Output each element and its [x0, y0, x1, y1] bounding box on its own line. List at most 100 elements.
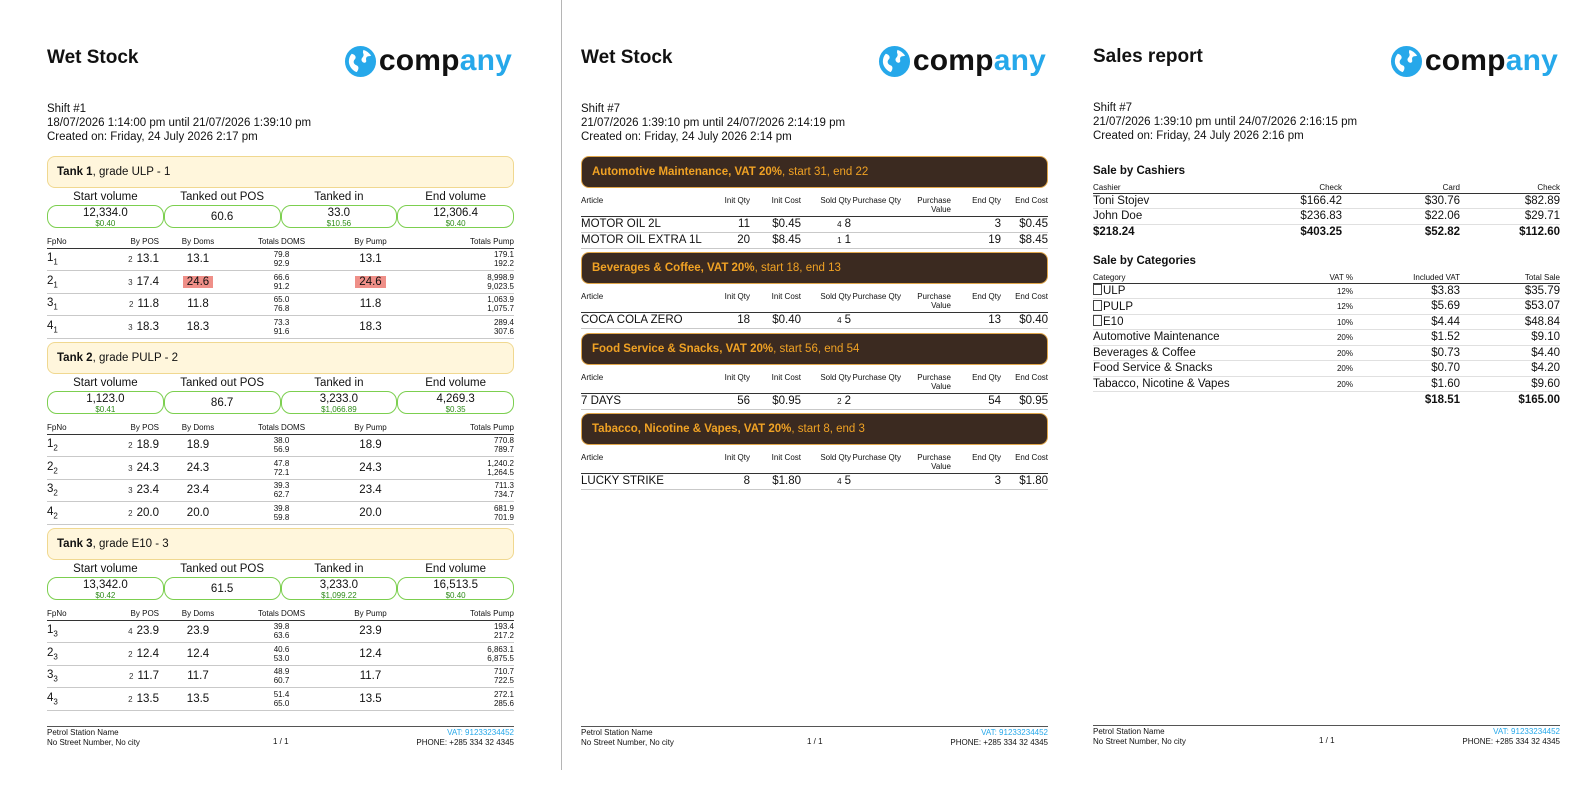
transaction-count: 2 [128, 649, 133, 659]
tank-grade: , grade E10 - 3 [92, 538, 169, 550]
page-footer: Petrol Station Name No Street Number, No … [47, 726, 514, 747]
included-vat: $1.52 [1353, 329, 1460, 346]
category-name: Tabacco, Nicotine & Vapes, VAT 20% [592, 423, 792, 435]
shift-period: 21/07/2026 1:39:10 pm until 24/07/2026 2… [1093, 116, 1358, 128]
column-header: Totals DOMS [237, 237, 326, 249]
by-pump-value: 18.9 [359, 439, 382, 452]
totals-pump-end: 217.2 [493, 631, 514, 641]
volume-box-start: 1,123.0 $0.41 [47, 391, 164, 414]
shift-period: 18/07/2026 1:14:00 pm until 21/07/2026 1… [47, 117, 312, 129]
by-pump-value: 13.5 [359, 692, 382, 705]
table-row: COCA COLA ZERO 18 $0.40 4 5 13 $0.40 [581, 312, 1048, 329]
wet-stock-page-1: Wet Stock company Shift #1 18/07/2026 1:… [47, 0, 514, 802]
vat-number: VAT: 91233234452 [981, 728, 1048, 737]
transaction-count: 2 [129, 300, 134, 310]
transaction-count: 2 [837, 397, 842, 406]
fp-sub: 3 [53, 629, 58, 639]
by-doms-value: 12.4 [186, 647, 210, 660]
volume-box-end: 12,306.4 $0.40 [397, 205, 514, 228]
category-name: E10 [1103, 316, 1124, 329]
shift-label: Shift #7 [581, 103, 620, 115]
fuel-icon [1093, 315, 1102, 327]
sold-qty: 5 [844, 475, 851, 487]
volume-label: Tanked in [314, 377, 364, 389]
totals-pump-start: 193.4 [493, 622, 514, 632]
table-row: 31 2 11.8 11.8 65.0 76.8 11.8 1,063.9 1,075.7 [47, 293, 514, 316]
column-header: End Qty [951, 196, 1001, 217]
categories-title: Sale by Categories [1093, 255, 1196, 267]
column-header: Totals Pump [415, 609, 514, 621]
category-header: Tabacco, Nicotine & Vapes, VAT 20%, star… [581, 413, 1048, 445]
by-pos-value: 23.9 [136, 625, 159, 638]
volume-value: 4,269.3 [436, 393, 475, 405]
init-qty: 18 [709, 312, 750, 329]
fp-number: 4 [47, 691, 54, 704]
sold-qty: 8 [844, 218, 851, 230]
total-sale: $9.10 [1460, 329, 1560, 346]
categories-table: Category VAT % Included VAT Total Sale ULP 1… [1093, 273, 1560, 407]
included-vat: $0.73 [1353, 345, 1460, 361]
init-qty: 56 [709, 393, 750, 410]
totals-pump-start: 770.8 [493, 436, 514, 446]
totals-pump-end: 285.6 [493, 698, 514, 708]
created-on: Created on: Friday, 24 July 2026 2:16 pm [1093, 130, 1304, 142]
volume-box-in: 33.0 $10.56 [280, 205, 398, 228]
cashiers-table: Cashier Check Card Check Toni Stojev $166.42… [1093, 183, 1560, 240]
sold-qty: 1 [844, 234, 851, 246]
transaction-count: 4 [837, 316, 842, 325]
purchase-value [901, 393, 951, 410]
column-header: End Qty [951, 292, 1001, 313]
table-row: 22 3 24.3 24.3 47.8 72.1 24.3 1,240.2 1,264.5 [47, 456, 514, 480]
page-title: Wet Stock [581, 47, 673, 68]
volume-cost: $0.35 [445, 405, 466, 414]
category-range: , start 8, end 3 [791, 423, 865, 435]
by-pos-value: 18.9 [136, 439, 159, 452]
fp-sub: 3 [53, 674, 58, 684]
totals-doms-end: 56.9 [273, 445, 290, 455]
volume-cost: $10.56 [326, 219, 352, 228]
transaction-count: 3 [128, 277, 133, 287]
report-meta: Shift #7 21/07/2026 1:39:10 pm until 24/… [1093, 101, 1357, 143]
column-header: FpNo [47, 423, 77, 435]
logo-text: company [378, 44, 512, 77]
column-header: Included VAT [1353, 273, 1460, 284]
sold-qty: 2 [844, 395, 851, 407]
volume-cost: $1,099.22 [321, 591, 357, 600]
column-header: By Pump [326, 237, 415, 249]
totals-doms-end: 59.8 [273, 512, 290, 522]
vat-number: VAT: 91233234452 [447, 728, 514, 737]
purchase-qty [851, 216, 901, 233]
init-cost: $0.45 [750, 216, 801, 233]
category-header: Automotive Maintenance, VAT 20%, start 3… [581, 156, 1048, 188]
fp-sub: 2 [53, 465, 58, 475]
total-amount: $112.60 [1460, 223, 1560, 240]
table-row: Automotive Maintenance 20% $1.52 $9.10 [1093, 329, 1560, 346]
totals-pump-end: 9,023.5 [487, 281, 514, 291]
page-number: 1 / 1 [273, 737, 289, 746]
fp-number: 1 [47, 624, 54, 637]
by-doms-value: 18.9 [186, 439, 210, 452]
totals-doms-end: 65.0 [273, 698, 290, 708]
volume-cost: $0.40 [445, 219, 466, 228]
vat-percent: 12% [1336, 302, 1353, 312]
totals-doms-end: 72.1 [273, 467, 290, 477]
category-name: Tabacco, Nicotine & Vapes [1093, 377, 1230, 390]
purchase-value [901, 216, 951, 233]
vat-percent: 20% [1336, 379, 1353, 389]
end-qty: 3 [951, 473, 1001, 490]
logo-text: company [912, 44, 1046, 77]
amount: $236.83 [1233, 208, 1342, 225]
category-name: Automotive Maintenance, VAT 20% [592, 166, 782, 178]
by-pump-value: 18.3 [359, 320, 382, 333]
column-header: By Doms [159, 609, 237, 621]
transaction-count: 3 [128, 322, 133, 332]
table-row: Tabacco, Nicotine & Vapes 20% $1.60 $9.60 [1093, 376, 1560, 392]
table-row: ULP 12% $3.83 $35.79 [1093, 283, 1560, 299]
pump-table: FpNo By POS By Doms Totals DOMS By Pump Total… [47, 609, 514, 711]
column-header: Init Qty [709, 196, 750, 217]
by-pump-value: 23.9 [359, 625, 382, 638]
by-doms-value: 13.1 [186, 253, 210, 266]
volume-box-in: 3,233.0 $1,066.89 [280, 391, 398, 414]
totals-pump-end: 734.7 [493, 490, 514, 500]
volume-box-end: 4,269.3 $0.35 [397, 391, 514, 414]
